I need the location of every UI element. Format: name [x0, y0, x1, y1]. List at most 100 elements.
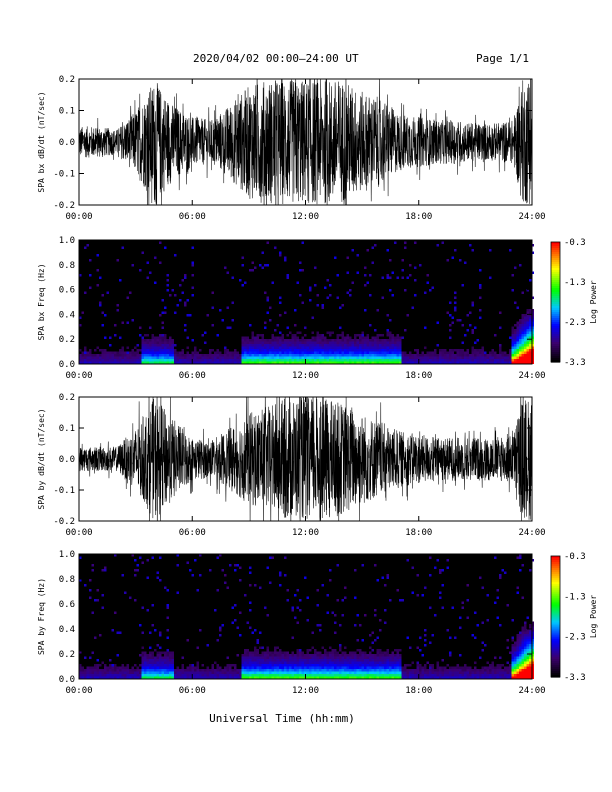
spectrogram-cell	[341, 331, 344, 334]
spectrogram-cell	[264, 651, 267, 654]
spectrogram-cell	[434, 359, 437, 362]
spectrogram-cell	[361, 654, 364, 657]
spectrogram-cell	[456, 349, 459, 352]
spectrogram-cell	[256, 641, 259, 644]
spectrogram-cell	[356, 361, 359, 364]
spectrogram-cell	[294, 656, 297, 659]
spectrogram-cell	[439, 669, 442, 672]
spectrogram-cell	[356, 639, 359, 642]
spectrogram-cell	[359, 359, 362, 362]
spectrogram-cell	[371, 674, 374, 677]
spectrogram-cell	[374, 359, 377, 362]
spectrogram-cell	[464, 359, 467, 362]
spectrogram-cell	[371, 246, 374, 249]
colorbar-step	[551, 308, 560, 311]
colorbar-step	[551, 610, 560, 614]
spectrogram-cell	[414, 356, 417, 359]
spectrogram-cell	[141, 336, 144, 339]
spectrogram-cell	[399, 336, 402, 339]
spectrogram-cell	[244, 649, 247, 652]
spectrogram-cell	[341, 599, 344, 602]
spectrogram-cell	[391, 359, 394, 362]
spectrogram-cell	[376, 676, 379, 679]
spectrogram-cell	[106, 671, 109, 674]
spectrogram-cell	[399, 669, 402, 672]
colorbar-step	[551, 272, 560, 275]
spectrogram-cell	[91, 669, 94, 672]
spectrogram-cell	[264, 264, 267, 267]
spectrogram-cell	[156, 341, 159, 344]
spectrogram-cell	[491, 666, 494, 669]
spectrogram-cell	[414, 674, 417, 677]
spectrogram-cell	[139, 676, 142, 679]
spectrogram-cell	[469, 669, 472, 672]
spectrogram-cell	[159, 671, 162, 674]
spectrogram-cell	[371, 664, 374, 667]
spectrogram-cell	[411, 361, 414, 364]
spectrogram-cell	[464, 676, 467, 679]
spectrogram-cell	[311, 674, 314, 677]
spectrogram-cell	[134, 669, 137, 672]
spectrogram-cell	[479, 674, 482, 677]
spectrogram-cell	[254, 669, 257, 672]
spectrogram-cell	[266, 339, 269, 342]
spectrogram-cell	[141, 606, 144, 609]
spectrogram-cell	[409, 351, 412, 354]
spectrogram-cell	[339, 671, 342, 674]
spectrogram-cell	[86, 671, 89, 674]
spectrogram-cell	[489, 351, 492, 354]
spectrogram-cell	[271, 354, 274, 357]
spectrogram-cell	[386, 334, 389, 337]
spectrogram-cell	[209, 351, 212, 354]
spectrogram-cell	[336, 676, 339, 679]
spectrogram-cell	[349, 666, 352, 669]
spectrogram-cell	[279, 351, 282, 354]
spectrogram-cell	[184, 354, 187, 357]
spectrogram-cell	[334, 654, 337, 657]
y-tick-label: -0.2	[53, 517, 75, 527]
spectrogram-cell	[211, 349, 214, 352]
spectrogram-cell	[381, 354, 384, 357]
spectrogram-cell	[334, 354, 337, 357]
spectrogram-cell	[381, 339, 384, 342]
spectrogram-cell	[481, 361, 484, 364]
spectrogram-cell	[284, 349, 287, 352]
spectrogram-cell	[99, 276, 102, 279]
spectrogram-cell	[249, 351, 252, 354]
spectrogram-cell	[311, 339, 314, 342]
spectrogram-cell	[374, 639, 377, 642]
spectrogram-cell	[239, 611, 242, 614]
spectrogram-cell	[169, 676, 172, 679]
spectrogram-cell	[146, 656, 149, 659]
spectrogram-cell	[284, 556, 287, 559]
spectrogram-cell	[431, 356, 434, 359]
spectrogram-cell	[166, 361, 169, 364]
spectrogram-cell	[424, 669, 427, 672]
spectrogram-cell	[256, 656, 259, 659]
spectrogram-cell	[281, 661, 284, 664]
spectrogram-cell	[411, 674, 414, 677]
page-number: Page 1/1	[476, 52, 529, 65]
spectrogram-cell	[379, 359, 382, 362]
spectrogram-cell	[299, 349, 302, 352]
spectrogram-cell	[436, 354, 439, 357]
spectrogram-cell	[94, 356, 97, 359]
spectrogram-cell	[139, 269, 142, 272]
spectrogram-cell	[451, 349, 454, 352]
spectrogram-cell	[424, 629, 427, 632]
spectrogram-cell	[391, 671, 394, 674]
spectrogram-cell	[154, 336, 157, 339]
spectrogram-cell	[524, 344, 527, 347]
spectrogram-cell	[461, 341, 464, 344]
spectrogram-cell	[346, 676, 349, 679]
spectrogram-cell	[244, 346, 247, 349]
spectrogram-cell	[281, 346, 284, 349]
spectrogram-cell	[179, 299, 182, 302]
spectrogram-cell	[161, 354, 164, 357]
spectrogram-cell	[174, 676, 177, 679]
spectrogram-cell	[331, 674, 334, 677]
spectrogram-cell	[226, 326, 229, 329]
spectrogram-cell	[339, 346, 342, 349]
spectrogram-cell	[151, 664, 154, 667]
spectrogram-cell	[416, 669, 419, 672]
